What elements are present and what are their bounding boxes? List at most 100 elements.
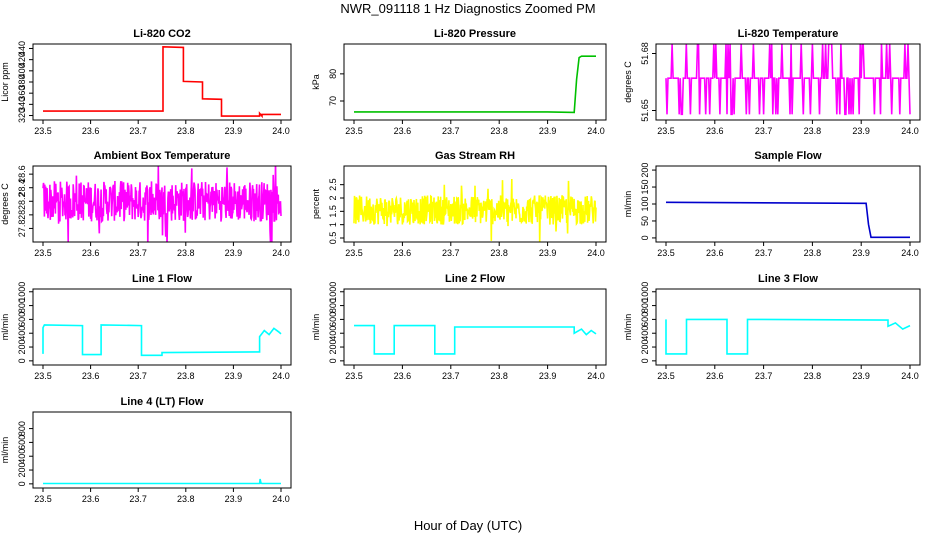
x-tick-label: 23.5 [34, 126, 52, 136]
series-line [353, 178, 597, 242]
x-tick-label: 23.5 [34, 248, 52, 258]
x-tick-label: 23.9 [225, 126, 243, 136]
y-tick-label: 2.5 [328, 178, 338, 191]
series-line [43, 478, 281, 485]
series-line [665, 201, 910, 239]
chart-panel: Line 2 Flow ml/min 23.5 23.6 23.7 23.8 23.9 24.… [311, 273, 607, 381]
y-tick-label: 1000 [640, 282, 650, 302]
x-tick-label: 23.6 [82, 494, 100, 504]
chart-title: Line 4 (LT) Flow [121, 396, 204, 408]
y-axis-label: ml/min [0, 314, 10, 341]
y-axis-label: ml/min [0, 437, 10, 464]
x-tick-label: 23.9 [225, 371, 243, 381]
chart-panel: Li-820 Pressure kPa 23.5 23.6 23.7 23.8 23.9 24… [311, 28, 607, 136]
y-tick-label: 200 [640, 340, 650, 355]
y-tick-label: 27.8 [17, 220, 27, 238]
x-tick-label: 23.8 [177, 371, 195, 381]
chart-title: Gas Stream RH [435, 150, 515, 162]
y-tick-label: 51.65 [640, 99, 650, 122]
y-tick-label: 400 [328, 326, 338, 341]
y-tick-label: 400 [17, 449, 27, 464]
y-tick-label: 0.5 [328, 232, 338, 245]
y-axis-label: percent [311, 188, 321, 219]
x-tick-label: 23.8 [490, 248, 508, 258]
y-tick-label: 1000 [17, 282, 27, 302]
x-tick-label: 24.0 [901, 371, 919, 381]
plot-frame [655, 288, 921, 366]
y-tick-label: 600 [17, 435, 27, 450]
y-tick-label: 0 [17, 358, 27, 363]
y-axis-label: kPa [311, 74, 321, 90]
x-tick-label: 23.7 [755, 248, 773, 258]
chart-panel: Li-820 Temperature degrees C 23.5 23.6 23.7 2… [623, 28, 921, 136]
x-tick-label: 23.5 [345, 371, 363, 381]
x-tick-label: 23.9 [539, 126, 557, 136]
chart-title: Line 2 Flow [445, 273, 505, 285]
chart-panel: Line 3 Flow ml/min 23.5 23.6 23.7 23.8 23.9 24.… [623, 273, 921, 381]
x-tick-label: 23.7 [129, 494, 147, 504]
x-tick-label: 23.8 [490, 371, 508, 381]
y-tick-label: 200 [328, 340, 338, 355]
y-tick-label: 800 [328, 298, 338, 313]
chart-title: Li-820 Temperature [738, 28, 839, 40]
y-tick-label: 80 [328, 69, 338, 79]
chart-title: Line 1 Flow [132, 273, 192, 285]
chart-panel: Line 1 Flow ml/min 23.5 23.6 23.7 23.8 23.9 24.… [0, 273, 292, 381]
x-tick-label: 24.0 [272, 248, 290, 258]
x-tick-label: 23.9 [852, 371, 870, 381]
x-tick-label: 24.0 [901, 126, 919, 136]
y-tick-label: 150 [640, 180, 650, 195]
x-tick-label: 23.9 [539, 371, 557, 381]
chart-panel: Gas Stream RH percent 23.5 23.6 23.7 23.8 23.9… [311, 150, 607, 258]
y-tick-label: 100 [640, 196, 650, 211]
y-tick-label: 320 [17, 108, 27, 123]
series-line [43, 45, 281, 119]
y-tick-label: 600 [328, 312, 338, 327]
y-tick-label: 51.68 [640, 42, 650, 65]
x-tick-label: 23.8 [804, 371, 822, 381]
x-tick-label: 23.7 [129, 126, 147, 136]
series-line [42, 324, 282, 357]
x-tick-label: 23.5 [657, 126, 675, 136]
chart-title: Ambient Box Temperature [94, 150, 231, 162]
x-tick-label: 23.8 [177, 126, 195, 136]
chart-title: Sample Flow [754, 150, 822, 162]
x-tick-label: 23.8 [804, 248, 822, 258]
y-tick-label: 600 [17, 312, 27, 327]
y-tick-label: 800 [17, 421, 27, 436]
x-tick-label: 24.0 [587, 126, 605, 136]
y-tick-label: 1 [328, 222, 338, 227]
chart-panel: Ambient Box Temperature degrees C 23.5 23.6… [0, 150, 292, 258]
x-tick-label: 23.6 [706, 371, 724, 381]
x-tick-label: 23.5 [345, 126, 363, 136]
x-tick-label: 23.7 [129, 371, 147, 381]
chart-panel: Li-820 CO2 Licor ppm 23.5 23.6 23.7 23.8 23.9 2… [0, 28, 292, 136]
y-axis-label: ml/min [623, 191, 633, 218]
x-tick-label: 24.0 [272, 494, 290, 504]
y-tick-label: 340 [17, 97, 27, 112]
plot-frame [32, 165, 292, 243]
y-axis-label: degrees C [623, 61, 633, 103]
y-tick-label: 380 [17, 74, 27, 89]
series-line [42, 166, 282, 242]
x-tick-label: 23.9 [225, 494, 243, 504]
y-axis-label: degrees C [0, 183, 10, 225]
chart-title: Line 3 Flow [758, 273, 818, 285]
y-tick-label: 440 [17, 41, 27, 56]
y-tick-label: 600 [640, 312, 650, 327]
y-tick-label: 200 [640, 163, 650, 178]
x-tick-label: 23.7 [755, 126, 773, 136]
x-tick-label: 24.0 [901, 248, 919, 258]
x-tick-label: 24.0 [587, 248, 605, 258]
y-tick-label: 200 [17, 340, 27, 355]
x-tick-label: 23.7 [755, 371, 773, 381]
x-tick-label: 23.6 [82, 248, 100, 258]
x-tick-label: 24.0 [272, 126, 290, 136]
x-tick-label: 23.8 [177, 494, 195, 504]
y-tick-label: 400 [17, 326, 27, 341]
y-tick-label: 0 [328, 358, 338, 363]
y-tick-label: 400 [640, 326, 650, 341]
x-tick-label: 23.7 [442, 126, 460, 136]
x-tick-label: 23.6 [706, 248, 724, 258]
x-tick-label: 23.6 [82, 371, 100, 381]
